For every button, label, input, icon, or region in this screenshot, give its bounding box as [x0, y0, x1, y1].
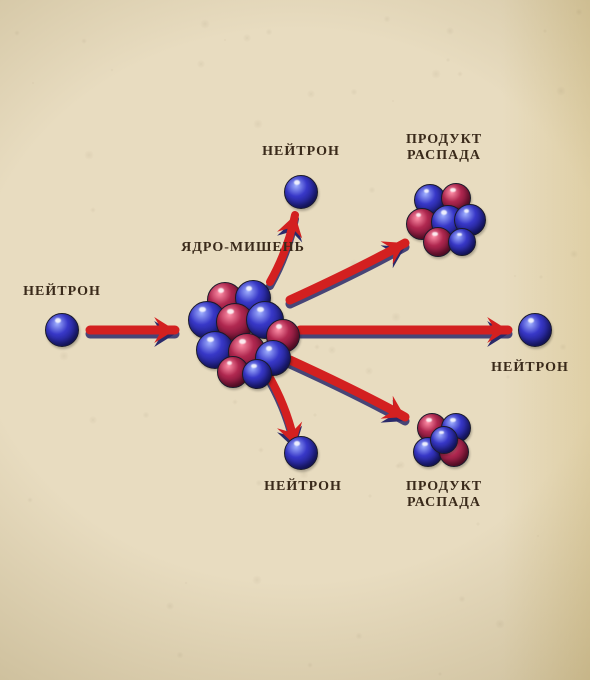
- neutron-sphere: [430, 426, 458, 454]
- top-emitted-neutron: [284, 175, 318, 209]
- fission-diagram: НЕЙТРОН ЯДРО-МИШЕНЬ НЕЙТРОН ПРОДУКТ РАСПАДА…: [0, 0, 590, 680]
- incoming-neutron-label: НЕЙТРОН: [23, 284, 101, 300]
- neutron-sphere: [448, 228, 476, 256]
- right-emitted-neutron: [518, 313, 552, 347]
- bottom-product-label: ПРОДУКТ РАСПАДА: [406, 479, 482, 511]
- neutron-sphere: [242, 359, 272, 389]
- incoming-neutron: [45, 313, 79, 347]
- bottom-emitted-neutron: [284, 436, 318, 470]
- top-product-label: ПРОДУКТ РАСПАДА: [406, 132, 482, 164]
- target-nucleus-label: ЯДРО-МИШЕНЬ: [181, 240, 305, 256]
- bottom-neutron-label: НЕЙТРОН: [264, 479, 342, 495]
- right-neutron-label: НЕЙТРОН: [491, 360, 569, 376]
- top-neutron-label: НЕЙТРОН: [262, 144, 340, 160]
